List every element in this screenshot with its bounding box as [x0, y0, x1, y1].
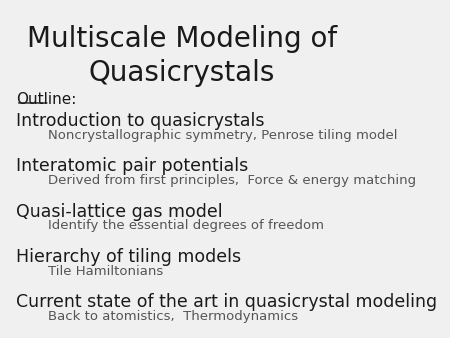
Text: Tile Hamiltonians: Tile Hamiltonians — [48, 265, 163, 277]
Text: Noncrystallographic symmetry, Penrose tiling model: Noncrystallographic symmetry, Penrose ti… — [48, 129, 398, 142]
Text: Interatomic pair potentials: Interatomic pair potentials — [16, 157, 248, 175]
Text: Introduction to quasicrystals: Introduction to quasicrystals — [16, 112, 264, 130]
Text: Back to atomistics,  Thermodynamics: Back to atomistics, Thermodynamics — [48, 310, 298, 323]
Text: Multiscale Modeling of
Quasicrystals: Multiscale Modeling of Quasicrystals — [27, 25, 337, 88]
Text: Identify the essential degrees of freedom: Identify the essential degrees of freedo… — [48, 219, 324, 232]
Text: Outline:: Outline: — [16, 92, 76, 107]
Text: Quasi-lattice gas model: Quasi-lattice gas model — [16, 202, 222, 220]
Text: Hierarchy of tiling models: Hierarchy of tiling models — [16, 248, 241, 266]
Text: Derived from first principles,  Force & energy matching: Derived from first principles, Force & e… — [48, 174, 416, 187]
Text: Current state of the art in quasicrystal modeling: Current state of the art in quasicrystal… — [16, 293, 437, 311]
